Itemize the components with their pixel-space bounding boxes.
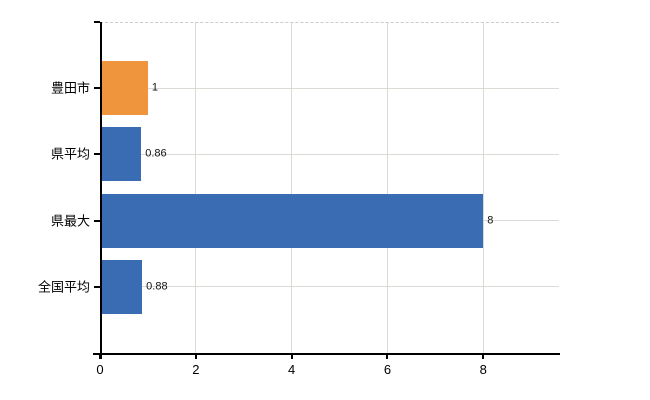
- x-axis-line: [93, 353, 560, 355]
- y-axis-tick: [94, 285, 100, 288]
- x-axis-tick: [386, 353, 389, 359]
- x-axis-tick-label: 8: [479, 362, 487, 377]
- vertical-gridline: [386, 22, 388, 353]
- horizontal-gridline: [100, 87, 559, 89]
- horizontal-gridline: [100, 286, 559, 288]
- y-axis-tick: [94, 21, 100, 23]
- y-axis-tick: [94, 87, 100, 90]
- category-label: 全国平均: [37, 279, 90, 295]
- y-axis-tick: [94, 219, 100, 222]
- y-axis-line: [100, 22, 102, 359]
- x-axis-tick-label: 0: [96, 362, 104, 377]
- bar-value-label: 1: [151, 81, 159, 94]
- x-axis-tick-label: 4: [288, 362, 296, 377]
- category-label: 県平均: [50, 146, 90, 162]
- bar-value-label: 0.86: [145, 147, 167, 160]
- bar-value-label: 8: [487, 214, 494, 227]
- bar-2: [100, 193, 484, 248]
- bar-1: [100, 127, 142, 182]
- bar-3: [100, 259, 143, 314]
- category-label: 豊田市: [50, 80, 90, 96]
- vertical-gridline: [291, 22, 293, 353]
- bar-value-label: 0.88: [146, 280, 168, 293]
- x-axis-tick: [290, 353, 293, 359]
- x-axis-tick-label: 6: [383, 362, 392, 377]
- x-axis-tick: [482, 353, 485, 359]
- bar-0: [100, 61, 148, 116]
- plot-top-border: [100, 22, 559, 23]
- x-axis-tick: [194, 353, 197, 359]
- vertical-gridline: [195, 22, 197, 353]
- horizontal-gridline: [100, 153, 559, 155]
- vertical-gridline: [482, 22, 484, 353]
- y-axis-tick: [94, 153, 100, 156]
- x-axis-tick: [99, 353, 101, 359]
- x-axis-tick-label: 2: [192, 362, 200, 377]
- category-label: 県最大: [50, 213, 90, 229]
